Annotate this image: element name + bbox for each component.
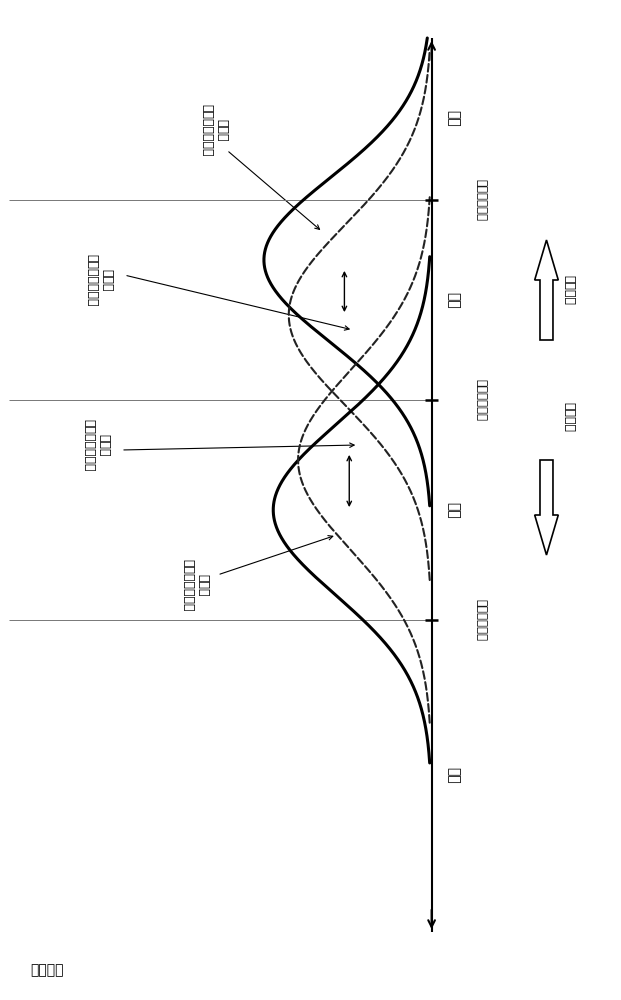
Text: 排气门
（在控制之后）: 排气门 （在控制之后）: [82, 419, 111, 471]
Text: 提前方向: 提前方向: [562, 402, 575, 432]
Text: 进气门
（在控制之后）: 进气门 （在控制之后）: [85, 254, 114, 306]
Text: 活塞底部死点: 活塞底部死点: [475, 599, 487, 641]
Text: 活塞底部死点: 活塞底部死点: [475, 179, 487, 221]
Text: 延迟方向: 延迟方向: [562, 275, 575, 305]
Text: 进气门
（在控制之前）: 进气门 （在控制之前）: [200, 104, 229, 156]
Text: 压缩: 压缩: [446, 110, 460, 126]
Text: 排气: 排气: [446, 502, 460, 518]
Text: 门提升量: 门提升量: [30, 963, 63, 977]
Text: 爆炸: 爆炸: [446, 767, 460, 783]
Text: 进气: 进气: [446, 292, 460, 308]
Text: 活塞顶部死点: 活塞顶部死点: [475, 379, 487, 421]
Text: 排气门
（在控制之前）: 排气门 （在控制之前）: [181, 559, 210, 611]
